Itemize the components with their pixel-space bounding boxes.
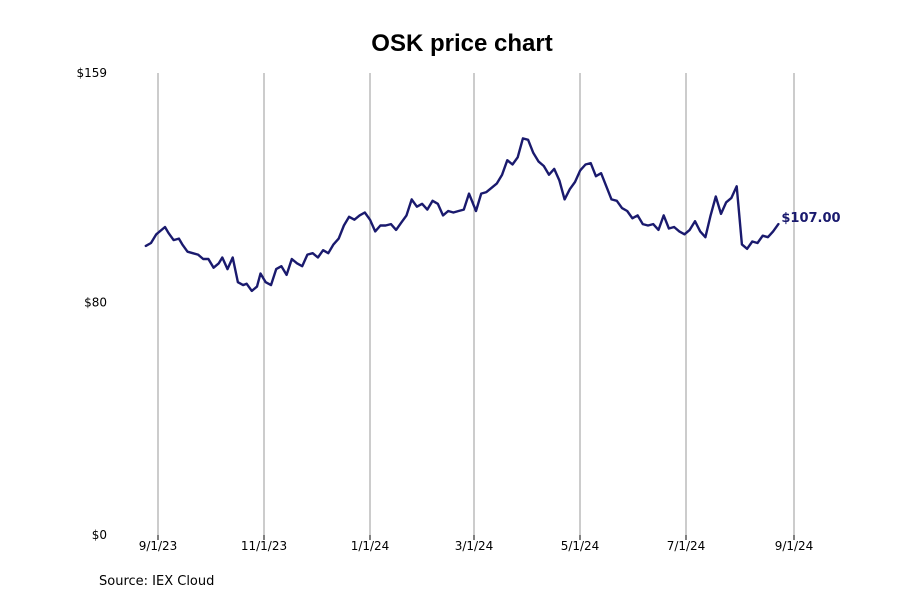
x-axis-ticks: 9/1/23 11/1/23 1/1/24 3/1/24 5/1/24 7/1/24 9/1… [139,535,814,553]
y-tick-label-0: $159 [76,66,107,80]
price-series-line [144,137,780,293]
x-tick-label-3: 3/1/24 [455,539,494,553]
x-tick-label-1: 11/1/23 [241,539,287,553]
x-tick-label-5: 7/1/24 [667,539,706,553]
y-tick-label-2: $0 [92,528,107,542]
x-tick-label-2: 1/1/24 [351,539,390,553]
x-tick-label-0: 9/1/23 [139,539,178,553]
grid-lines [157,73,795,535]
y-tick-label-1: $80 [84,296,107,310]
y-axis-ticks: $159 $80 $0 [76,66,107,542]
source-note: Source: IEX Cloud [99,574,215,589]
x-tick-label-4: 5/1/24 [561,539,600,553]
last-price-label: $107.00 [781,211,840,226]
chart-title: OSK price chart [371,30,552,57]
x-tick-label-6: 9/1/24 [775,539,814,553]
